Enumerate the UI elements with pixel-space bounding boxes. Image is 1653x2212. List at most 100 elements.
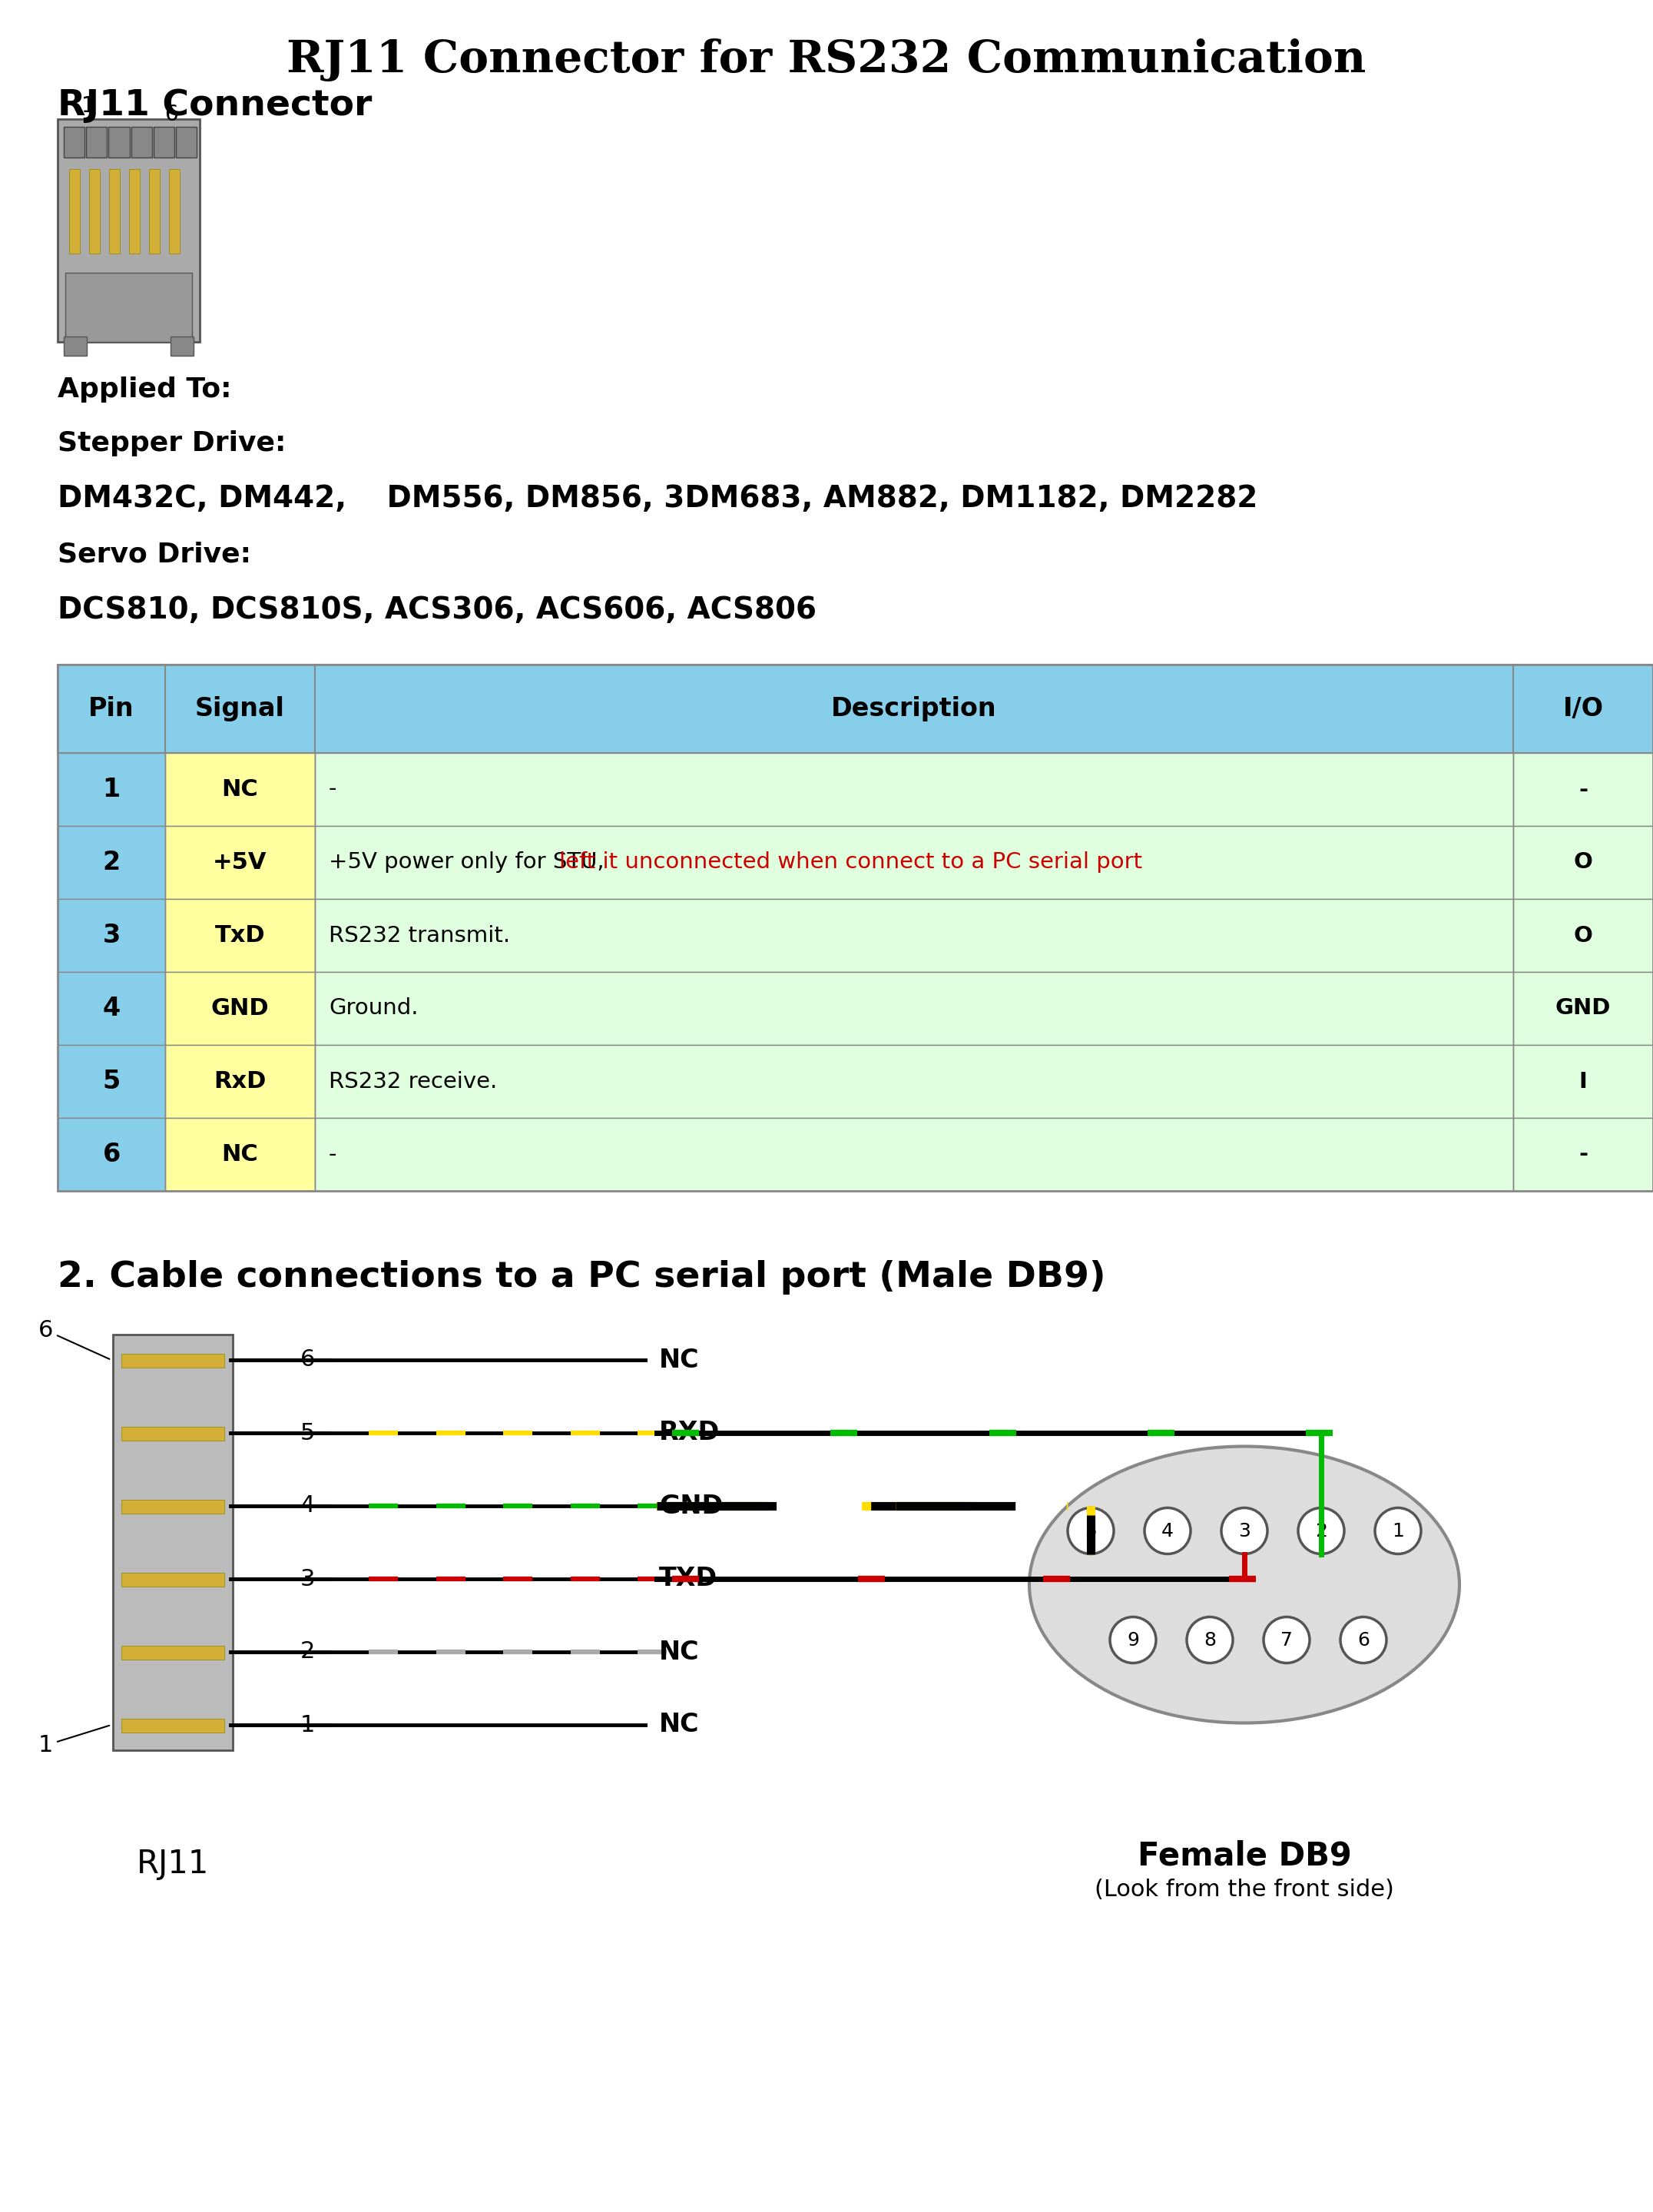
- Text: 8: 8: [1203, 1630, 1217, 1650]
- Text: 7: 7: [1281, 1630, 1293, 1650]
- Text: +5V power only for STU,: +5V power only for STU,: [329, 852, 612, 874]
- Text: 2: 2: [102, 849, 121, 876]
- FancyBboxPatch shape: [154, 126, 174, 157]
- FancyBboxPatch shape: [109, 126, 129, 157]
- Text: -: -: [1579, 779, 1589, 801]
- Text: RJ11 Connector: RJ11 Connector: [58, 88, 372, 124]
- FancyBboxPatch shape: [58, 119, 200, 343]
- Text: 3: 3: [299, 1568, 316, 1590]
- Circle shape: [1263, 1617, 1309, 1663]
- Text: NC: NC: [660, 1347, 699, 1374]
- Text: NC: NC: [660, 1712, 699, 1739]
- FancyBboxPatch shape: [129, 168, 141, 254]
- Text: 5: 5: [301, 1422, 316, 1444]
- Text: 4: 4: [102, 995, 121, 1022]
- FancyBboxPatch shape: [58, 971, 165, 1044]
- Text: NC: NC: [222, 779, 258, 801]
- FancyBboxPatch shape: [64, 126, 84, 157]
- FancyBboxPatch shape: [58, 664, 1653, 752]
- Circle shape: [1068, 1509, 1114, 1555]
- Text: RS232 receive.: RS232 receive.: [329, 1071, 498, 1093]
- FancyBboxPatch shape: [112, 1334, 233, 1750]
- Text: 6: 6: [1357, 1630, 1370, 1650]
- FancyBboxPatch shape: [1512, 898, 1653, 971]
- FancyBboxPatch shape: [58, 1117, 165, 1190]
- FancyBboxPatch shape: [121, 1646, 225, 1659]
- Text: +5V: +5V: [213, 852, 268, 874]
- Text: 6: 6: [102, 1141, 121, 1168]
- FancyBboxPatch shape: [165, 752, 316, 825]
- Text: 2: 2: [301, 1641, 316, 1663]
- FancyBboxPatch shape: [1512, 1044, 1653, 1117]
- FancyBboxPatch shape: [121, 1354, 225, 1367]
- Text: RxD: RxD: [213, 1071, 266, 1093]
- Text: GND: GND: [660, 1493, 722, 1520]
- Text: 5: 5: [1084, 1522, 1098, 1540]
- Text: Servo Drive:: Servo Drive:: [58, 542, 251, 568]
- FancyBboxPatch shape: [316, 898, 1512, 971]
- Circle shape: [1144, 1509, 1190, 1555]
- Text: 1: 1: [81, 95, 96, 117]
- FancyBboxPatch shape: [131, 126, 152, 157]
- Circle shape: [1187, 1617, 1233, 1663]
- FancyBboxPatch shape: [316, 752, 1512, 825]
- Text: -: -: [329, 1144, 337, 1166]
- Text: left it unconnected when connect to a PC serial port: left it unconnected when connect to a PC…: [559, 852, 1142, 874]
- Text: 4: 4: [1162, 1522, 1174, 1540]
- Text: -: -: [1579, 1144, 1589, 1166]
- Text: 2. Cable connections to a PC serial port (Male DB9): 2. Cable connections to a PC serial port…: [58, 1261, 1106, 1294]
- Text: RXD: RXD: [660, 1420, 721, 1447]
- FancyBboxPatch shape: [165, 1117, 316, 1190]
- Circle shape: [1341, 1617, 1387, 1663]
- FancyBboxPatch shape: [316, 971, 1512, 1044]
- FancyBboxPatch shape: [58, 825, 165, 898]
- FancyBboxPatch shape: [1512, 1117, 1653, 1190]
- Text: 3: 3: [102, 922, 121, 949]
- FancyBboxPatch shape: [58, 1044, 165, 1117]
- FancyBboxPatch shape: [165, 1044, 316, 1117]
- FancyBboxPatch shape: [58, 898, 165, 971]
- Text: Applied To:: Applied To:: [58, 376, 231, 403]
- Circle shape: [1222, 1509, 1268, 1555]
- Text: Ground.: Ground.: [329, 998, 418, 1020]
- Text: 6: 6: [165, 104, 179, 126]
- Text: 9: 9: [1127, 1630, 1139, 1650]
- FancyBboxPatch shape: [149, 168, 160, 254]
- Text: RJ11: RJ11: [137, 1847, 208, 1880]
- Circle shape: [1109, 1617, 1155, 1663]
- FancyBboxPatch shape: [165, 825, 316, 898]
- Text: RJ11 Connector for RS232 Communication: RJ11 Connector for RS232 Communication: [286, 38, 1367, 82]
- Text: 5: 5: [102, 1068, 121, 1095]
- FancyBboxPatch shape: [64, 272, 192, 343]
- Text: TXD: TXD: [660, 1566, 717, 1593]
- FancyBboxPatch shape: [121, 1427, 225, 1440]
- FancyBboxPatch shape: [121, 1573, 225, 1586]
- Text: 1: 1: [1392, 1522, 1403, 1540]
- Text: I/O: I/O: [1562, 697, 1603, 721]
- FancyBboxPatch shape: [1512, 825, 1653, 898]
- Text: GND: GND: [212, 998, 269, 1020]
- Text: 6: 6: [38, 1318, 109, 1358]
- Text: DM432C, DM442,  DM556, DM856, 3DM683, AM882, DM1182, DM2282: DM432C, DM442, DM556, DM856, 3DM683, AM8…: [58, 484, 1258, 513]
- Text: 1: 1: [301, 1714, 316, 1736]
- FancyBboxPatch shape: [170, 336, 193, 356]
- Text: Female DB9: Female DB9: [1137, 1840, 1352, 1871]
- FancyBboxPatch shape: [58, 752, 165, 825]
- Text: -: -: [329, 779, 337, 801]
- Text: (Look from the front side): (Look from the front side): [1094, 1878, 1393, 1900]
- Circle shape: [1298, 1509, 1344, 1555]
- Text: Signal: Signal: [195, 697, 284, 721]
- Text: NC: NC: [222, 1144, 258, 1166]
- FancyBboxPatch shape: [86, 126, 107, 157]
- FancyBboxPatch shape: [316, 825, 1512, 898]
- Text: 1: 1: [102, 776, 121, 803]
- Text: TxD: TxD: [215, 925, 264, 947]
- FancyBboxPatch shape: [165, 898, 316, 971]
- FancyBboxPatch shape: [1512, 752, 1653, 825]
- Text: Pin: Pin: [89, 697, 134, 721]
- Text: 4: 4: [301, 1495, 316, 1517]
- FancyBboxPatch shape: [165, 971, 316, 1044]
- FancyBboxPatch shape: [64, 336, 88, 356]
- Text: GND: GND: [1555, 998, 1612, 1020]
- FancyBboxPatch shape: [1512, 971, 1653, 1044]
